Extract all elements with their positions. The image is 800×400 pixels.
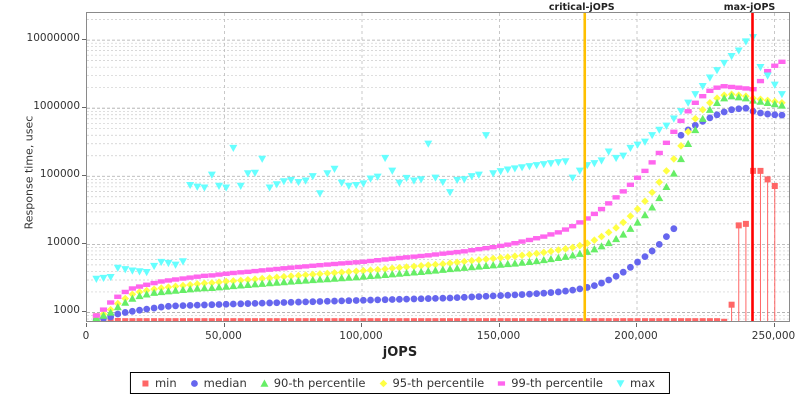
legend-item-99-th-percentile[interactable]: 99-th percentile [496, 376, 603, 390]
x-tick-label: 0 [82, 330, 90, 342]
series-median [92, 104, 786, 321]
legend-label: median [203, 376, 247, 390]
legend-label: 90-th percentile [273, 376, 366, 390]
y-tick-mark [82, 175, 86, 177]
legend-label: min [154, 376, 177, 390]
x-tick-mark [361, 323, 362, 327]
legend-item-95-th-percentile[interactable]: 95-th percentile [377, 376, 484, 390]
series-90-th-percentile [92, 92, 786, 321]
annotation-label-max-jOPS: max-jOPS [723, 2, 776, 13]
y-tick-label: 10000 [46, 236, 80, 249]
y-tick-label: 1000 [53, 304, 80, 317]
legend-marker-triangle-down-icon [615, 378, 626, 389]
legend-marker-square-wide-icon [496, 378, 507, 389]
y-tick-mark [82, 107, 86, 109]
series-max [92, 34, 786, 283]
x-tick-mark [223, 323, 225, 327]
x-tick-mark [636, 323, 637, 327]
x-axis-title: jOPS [382, 345, 418, 360]
annotation-lines [583, 13, 754, 321]
legend-item-max[interactable]: max [615, 376, 655, 390]
legend-marker-circle-icon [189, 378, 200, 389]
x-tick-label: 200,000 [614, 330, 658, 342]
legend-marker-triangle-up-icon [259, 378, 270, 389]
y-tick-label: 100000 [39, 168, 80, 181]
legend-label: max [629, 376, 656, 390]
annotation-label-critical-jOPS: critical-jOPS [548, 2, 615, 13]
y-tick-label: 10000000 [26, 32, 80, 45]
x-tick-mark [773, 323, 775, 327]
x-tick-label: 50,000 [205, 330, 242, 342]
legend-marker-diamond-icon [377, 378, 388, 389]
plot-area [86, 12, 790, 322]
y-tick-label: 1000000 [33, 100, 80, 113]
series-min [93, 167, 778, 321]
legend-marker-square-icon [140, 378, 151, 389]
legend-label: 95-th percentile [392, 376, 485, 390]
chart-legend: min median 90-th percentile 95-th percentil… [129, 372, 671, 394]
data-points [92, 34, 786, 321]
legend-item-median[interactable]: median [189, 376, 247, 390]
x-tick-label: 250,000 [751, 330, 796, 342]
x-tick-label: 100,000 [339, 330, 383, 342]
gridlines [87, 13, 789, 321]
y-tick-mark [82, 243, 86, 245]
y-tick-mark [82, 311, 86, 313]
x-tick-mark [86, 323, 87, 327]
series-99-th-percentile [92, 59, 786, 318]
legend-item-min[interactable]: min [140, 376, 177, 390]
x-tick-label: 150,000 [476, 330, 521, 342]
legend-item-90-th-percentile[interactable]: 90-th percentile [259, 376, 366, 390]
y-tick-mark [82, 39, 86, 41]
x-tick-mark [498, 323, 500, 327]
legend-label: 99-th percentile [511, 376, 603, 390]
